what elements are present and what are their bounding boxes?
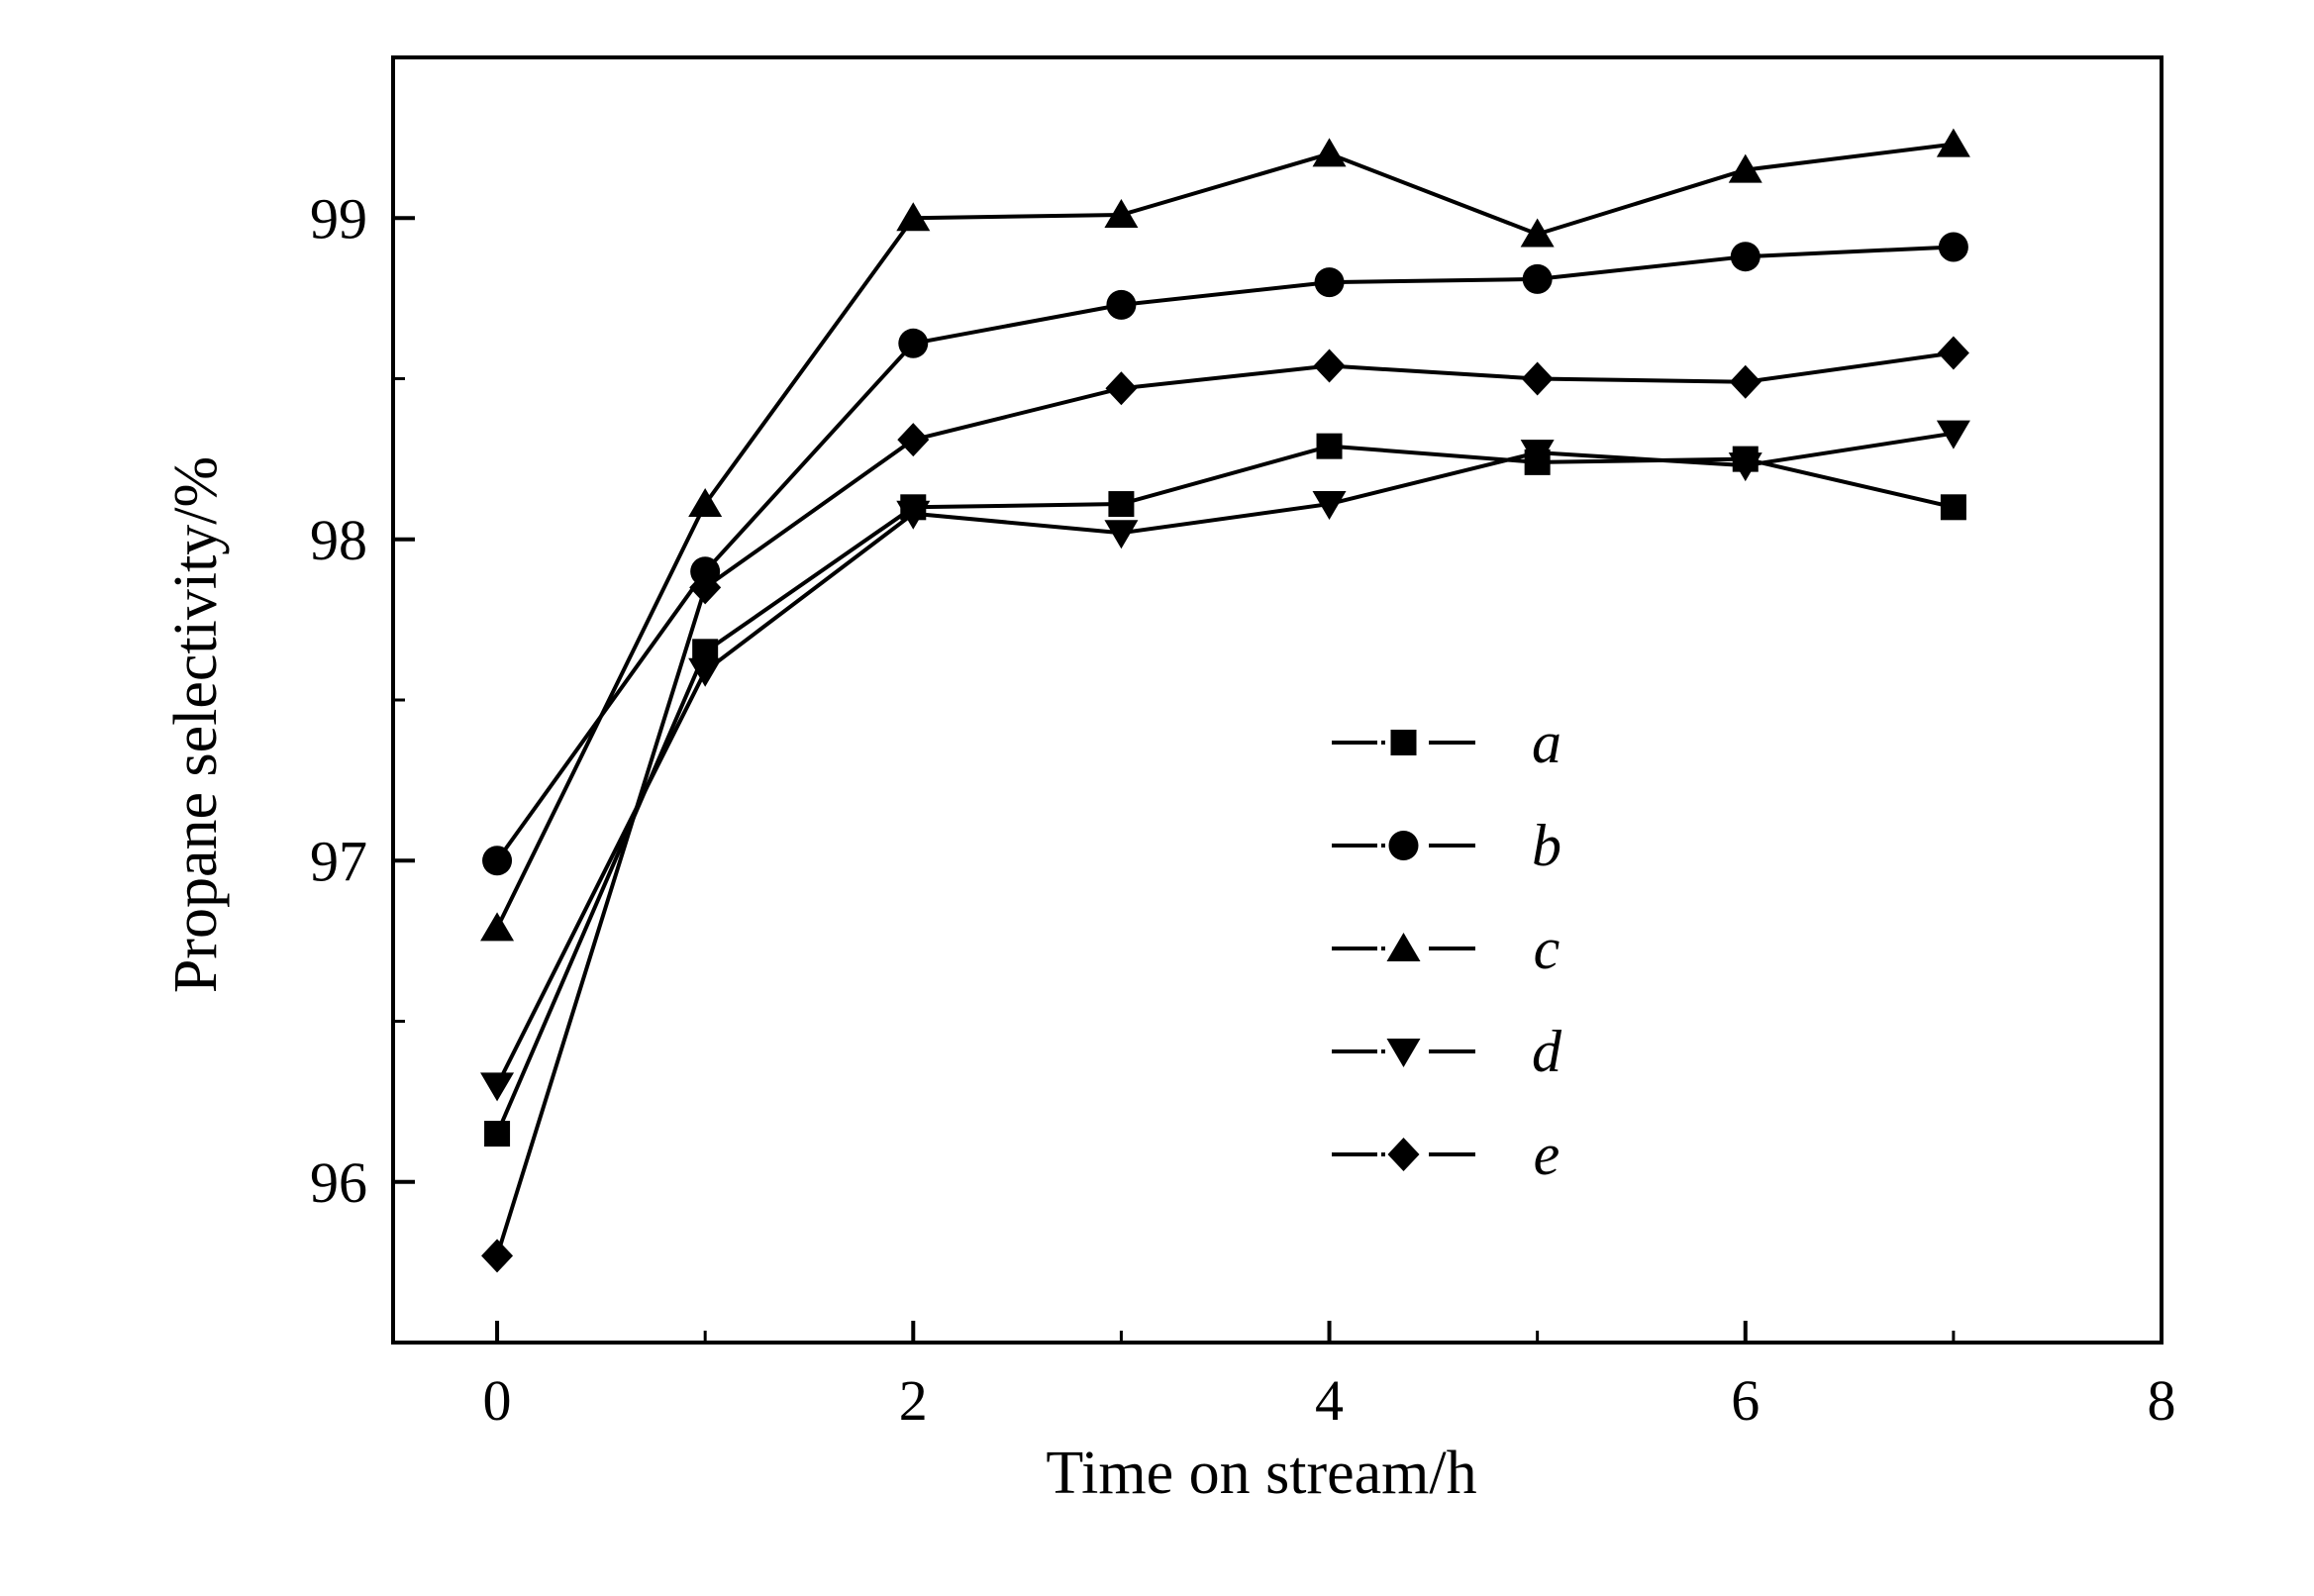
y-tick-label: 97 bbox=[310, 829, 367, 893]
legend-item-c: c bbox=[1332, 916, 1559, 981]
legend-marker-b bbox=[1388, 831, 1419, 860]
legend-item-e: e bbox=[1332, 1122, 1559, 1187]
data-point-a bbox=[484, 1121, 511, 1147]
legend-marker-a bbox=[1390, 730, 1417, 755]
data-point-d bbox=[896, 500, 931, 530]
data-point-d bbox=[688, 657, 723, 687]
series-line-b bbox=[495, 245, 1954, 862]
data-point-b bbox=[1522, 263, 1553, 294]
legend-marker-e bbox=[1387, 1138, 1420, 1171]
data-point-e bbox=[1937, 336, 1969, 370]
series-c bbox=[480, 128, 1970, 942]
data-point-b bbox=[1314, 267, 1345, 298]
data-point-a bbox=[1940, 494, 1966, 521]
y-tick-label: 96 bbox=[310, 1150, 367, 1215]
data-point-c bbox=[480, 912, 515, 942]
data-point-a bbox=[1108, 491, 1135, 518]
data-point-d bbox=[1520, 440, 1555, 469]
data-point-e bbox=[481, 1239, 514, 1273]
y-axis-title: Propane selectivity/% bbox=[162, 456, 230, 993]
data-point-c bbox=[1104, 199, 1139, 229]
legend-label-e: e bbox=[1534, 1122, 1560, 1187]
series-line-c bbox=[495, 142, 1955, 930]
y-tick-label: 98 bbox=[310, 508, 367, 572]
data-point-e bbox=[1105, 371, 1138, 406]
data-point-e bbox=[689, 570, 722, 605]
data-point-c bbox=[896, 202, 931, 232]
data-point-d bbox=[1104, 520, 1139, 549]
data-point-b bbox=[482, 846, 513, 876]
x-tick-label: 4 bbox=[1315, 1368, 1344, 1433]
legend-item-a: a bbox=[1332, 710, 1561, 775]
data-point-c bbox=[688, 488, 723, 518]
data-point-e bbox=[897, 423, 930, 457]
data-point-d bbox=[480, 1072, 515, 1102]
data-point-e bbox=[1521, 361, 1554, 396]
x-tick-label: 0 bbox=[483, 1368, 512, 1433]
legend-label-d: d bbox=[1532, 1019, 1562, 1084]
series-line-d bbox=[495, 431, 1955, 1087]
legend-label-c: c bbox=[1534, 916, 1560, 981]
data-point-c bbox=[1312, 138, 1347, 167]
series-b bbox=[482, 232, 1968, 876]
data-point-a bbox=[1316, 433, 1343, 459]
x-tick-label: 6 bbox=[1731, 1368, 1760, 1433]
series-line-e bbox=[495, 350, 1955, 1256]
data-point-b bbox=[1938, 232, 1968, 262]
data-point-b bbox=[898, 328, 929, 358]
data-point-d bbox=[1728, 452, 1762, 482]
legend-item-d: d bbox=[1332, 1019, 1562, 1084]
data-point-b bbox=[1730, 242, 1761, 272]
legend-label-b: b bbox=[1532, 813, 1561, 878]
data-point-d bbox=[1312, 491, 1347, 521]
x-tick-label: 2 bbox=[899, 1368, 928, 1433]
data-point-c bbox=[1728, 153, 1762, 183]
legend-marker-d bbox=[1386, 1039, 1421, 1067]
legend-marker-c bbox=[1386, 933, 1421, 961]
series-line-a bbox=[495, 444, 1955, 1135]
series-a bbox=[484, 433, 1966, 1147]
data-point-e bbox=[1313, 349, 1346, 383]
legend-label-a: a bbox=[1532, 710, 1561, 775]
data-point-d bbox=[1936, 420, 1970, 449]
series-d bbox=[480, 420, 1970, 1102]
legend-item-b: b bbox=[1332, 813, 1561, 878]
data-point-e bbox=[1729, 364, 1761, 399]
data-point-b bbox=[1106, 289, 1137, 320]
series-e bbox=[481, 336, 1969, 1273]
data-point-c bbox=[1936, 128, 1970, 157]
x-axis-title: Time on stream/h bbox=[1046, 1440, 1476, 1507]
y-tick-label: 99 bbox=[310, 186, 367, 250]
data-point-c bbox=[1520, 218, 1555, 248]
x-tick-label: 8 bbox=[2148, 1368, 2176, 1433]
